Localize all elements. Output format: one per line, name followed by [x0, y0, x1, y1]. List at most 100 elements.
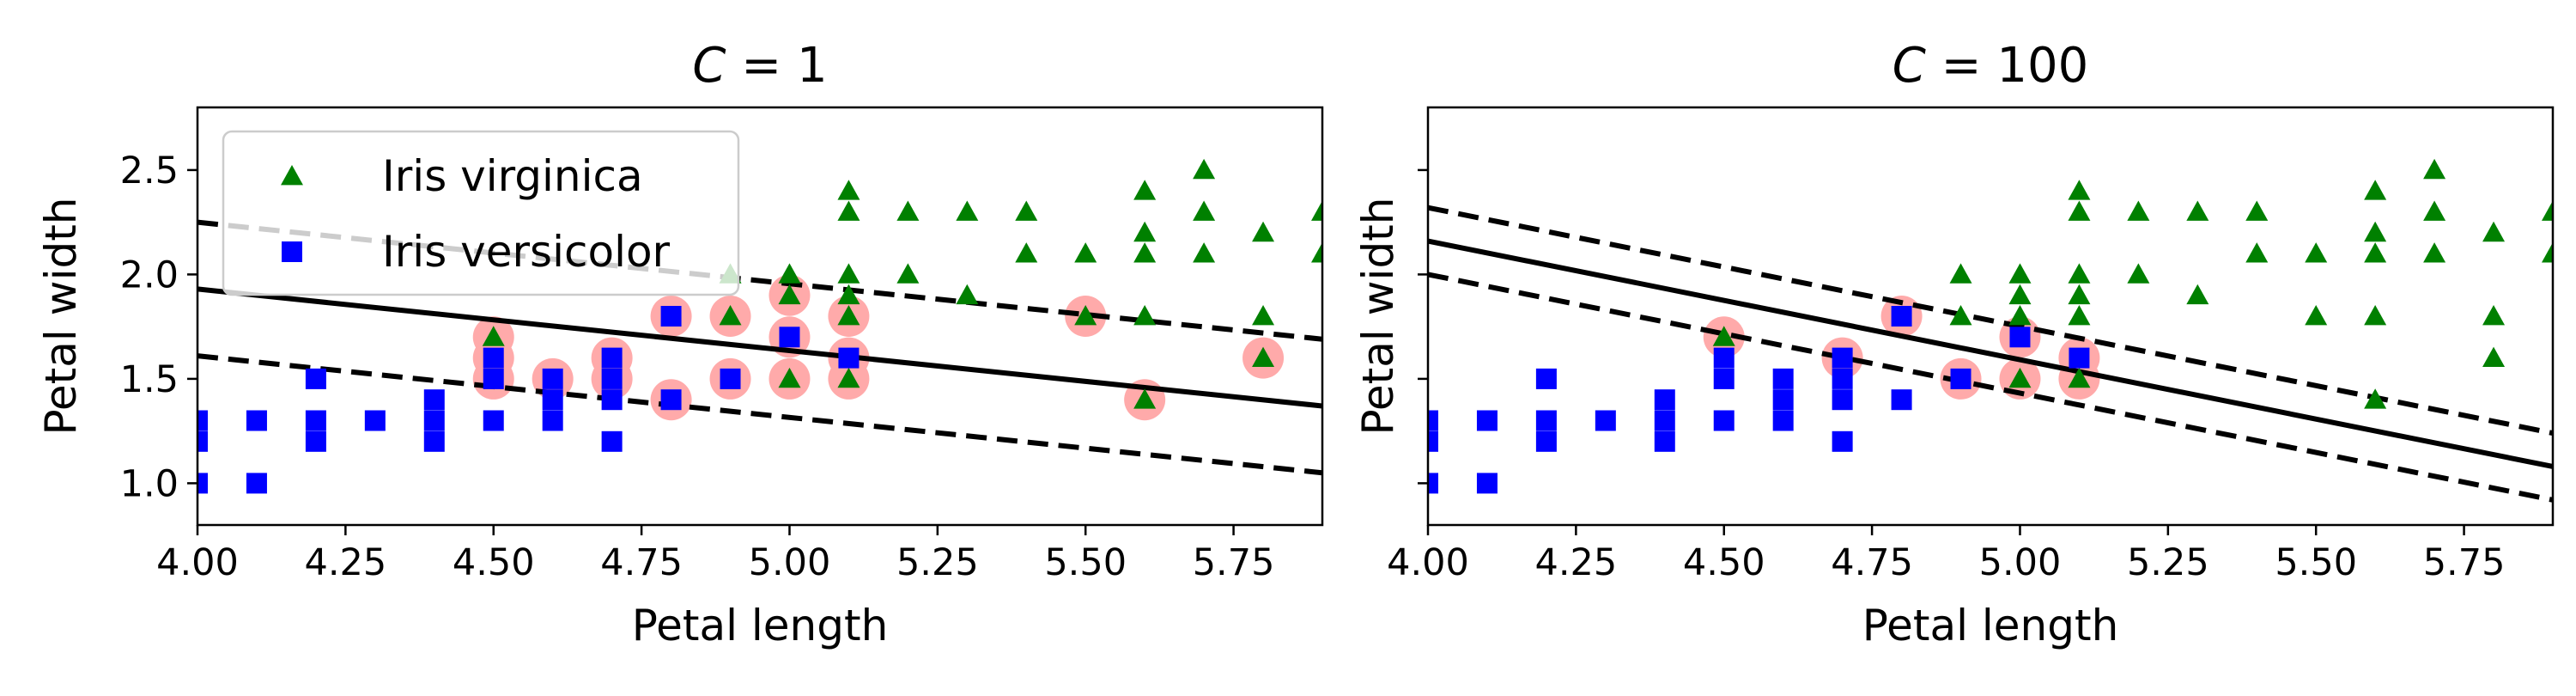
versicolor-point [1891, 389, 1912, 411]
x-tick-label: 5.25 [2127, 541, 2209, 584]
virginica-point [1193, 200, 1216, 221]
virginica-point [1712, 326, 1735, 346]
x-tick-label: 4.25 [304, 541, 386, 584]
virginica-point [2482, 221, 2506, 242]
virginica-point [1252, 305, 1275, 326]
virginica-point [1133, 221, 1157, 242]
virginica-point [2068, 284, 2091, 305]
versicolor-point [1950, 368, 1971, 389]
virginica-point [778, 367, 801, 388]
virginica-point [2482, 305, 2506, 326]
versicolor-point [1832, 389, 1853, 411]
virginica-point [956, 284, 979, 305]
y-tick-label: 1.5 [120, 358, 179, 401]
versicolor-point [423, 389, 445, 411]
virginica-point [2068, 180, 2091, 200]
versicolor-point [601, 430, 623, 452]
versicolor-point [305, 368, 326, 389]
versicolor-point [1772, 410, 1794, 431]
decision-boundary-line [1428, 238, 2553, 469]
versicolor-point [305, 410, 326, 431]
versicolor-point [2069, 347, 2090, 369]
virginica-point [2542, 200, 2553, 221]
versicolor-point [1654, 389, 1675, 411]
versicolor-point [1832, 347, 1853, 369]
legend-versicolor-marker [282, 241, 302, 262]
x-tick-label: 5.25 [896, 541, 979, 584]
versicolor-point [483, 368, 504, 389]
virginica-point [1311, 200, 1322, 221]
virginica-point [1133, 180, 1157, 200]
versicolor-point [720, 368, 741, 389]
x-tick-label: 5.50 [1044, 541, 1127, 584]
virginica-point [1193, 242, 1216, 263]
virginica-point [2423, 200, 2446, 221]
virginica-point [2364, 305, 2387, 326]
virginica-point [1311, 242, 1322, 263]
versicolor-point [1713, 410, 1735, 431]
versicolor-point [1535, 410, 1557, 431]
virginica-point [2245, 200, 2269, 221]
versicolor-point [2009, 327, 2031, 348]
versicolor-point [1891, 306, 1912, 327]
versicolor-point [601, 368, 623, 389]
virginica-point [837, 263, 860, 284]
chart-title: C = 100 [1893, 38, 2089, 94]
virginica-point [1949, 305, 1972, 326]
virginica-point [2364, 221, 2387, 242]
versicolor-point [542, 389, 563, 411]
versicolor-point [197, 410, 208, 431]
chart-title: C = 1 [692, 38, 827, 94]
virginica-point [2364, 242, 2387, 263]
versicolor-point [542, 410, 563, 431]
margin-lower-line [1428, 272, 2553, 503]
y-axis-label: Petal width [36, 198, 86, 436]
virginica-point [1133, 305, 1157, 326]
virginica-point [1015, 242, 1038, 263]
versicolor-point [1428, 473, 1438, 494]
decision-boundary-line [197, 286, 1322, 409]
x-tick-label: 4.50 [1683, 541, 1765, 584]
virginica-point [1133, 242, 1157, 263]
virginica-point [719, 305, 742, 326]
margin-upper-line [1428, 205, 2553, 437]
virginica-point [2245, 242, 2269, 263]
virginica-point [2127, 200, 2150, 221]
panel-c1: C = 1 4.00 4.25 4.50 4.75 5.00 5.25 5.50 5.75 1.0… [36, 38, 1324, 650]
legend-virginica-marker [281, 165, 303, 186]
axes-frame [1426, 106, 2555, 527]
virginica-point [956, 200, 979, 221]
versicolor-point [1832, 430, 1853, 452]
x-tick-label: 4.00 [156, 541, 239, 584]
y-axis-label: Petal width [1353, 198, 1403, 436]
x-tick-label: 5.50 [2275, 541, 2357, 584]
y-tick-label: 2.5 [120, 150, 179, 192]
versicolor-point [660, 389, 682, 411]
panel-c100: C = 100 4.00 4.25 4.50 4.75 5.00 5.25 5.50 5.75 P… [1353, 38, 2555, 650]
virginica-point [2008, 284, 2032, 305]
virginica-point [2186, 200, 2209, 221]
virginica-point [2186, 284, 2209, 305]
axes-frame [196, 106, 1324, 527]
virginica-point [896, 200, 920, 221]
legend-label: Iris virginica [382, 151, 643, 201]
x-axis-label: Petal length [1862, 601, 2119, 650]
versicolor-point [1654, 430, 1675, 452]
virginica-point [778, 263, 801, 284]
virginica-point [1252, 221, 1275, 242]
virginica-point [2364, 388, 2387, 409]
virginica-point [2008, 305, 2032, 326]
virginica-point [2127, 263, 2150, 284]
versicolor-point [601, 389, 623, 411]
virginica-point [837, 284, 860, 305]
versicolor-point [305, 430, 326, 452]
virginica-point [2542, 242, 2553, 263]
versicolor-point [1654, 410, 1675, 431]
virginica-point [1193, 158, 1216, 180]
versicolor-point [423, 410, 445, 431]
versicolor-point [483, 347, 504, 369]
versicolor-point [364, 410, 386, 431]
versicolor-point [1428, 410, 1438, 431]
versicolor-point [1595, 410, 1616, 431]
